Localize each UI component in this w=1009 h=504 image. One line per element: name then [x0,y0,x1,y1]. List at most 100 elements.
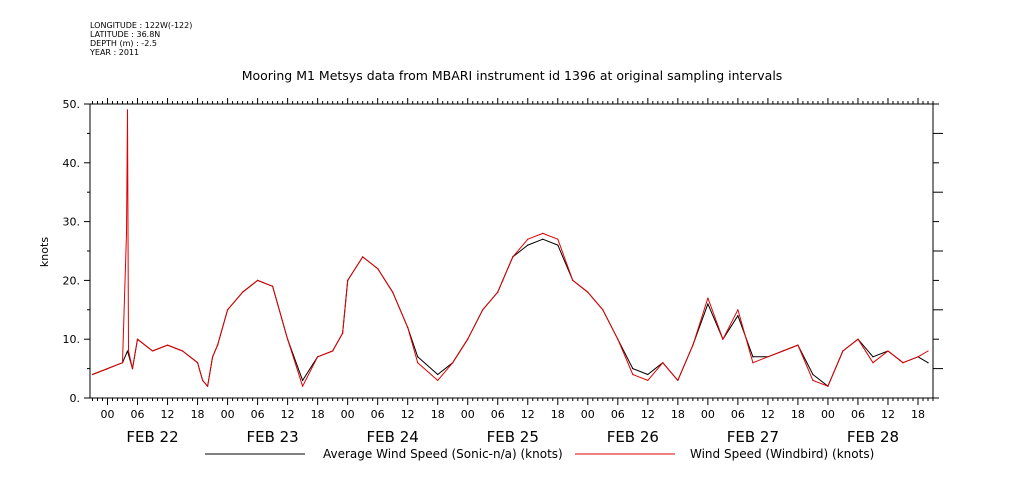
x-tick-label: 18 [551,408,565,421]
data-point-avg [927,362,929,364]
legend: Average Wind Speed (Sonic-n/a) (knots) W… [205,447,874,461]
longitude-label: LONGITUDE : 122W(-122) [90,21,193,30]
x-tick-label: 12 [641,408,655,421]
depth-label: DEPTH (m) : -2.5 [90,39,157,48]
data-point-windbird [767,356,769,358]
data-point-windbird [647,379,649,381]
data-point-avg [437,373,439,376]
x-tick-label: 18 [431,408,445,421]
x-tick-label: 06 [851,408,865,421]
data-point-avg [752,356,754,358]
data-point-windbird [587,291,589,293]
data-point-windbird [166,344,169,346]
data-point-windbird [256,279,259,281]
x-tick-label: 12 [161,408,175,421]
data-point-windbird [362,256,364,258]
data-point-windbird [206,385,209,387]
data-point-windbird [857,338,859,340]
data-point-avg [557,244,559,246]
data-point-windbird [136,338,139,340]
x-date-label: FEB 26 [607,428,659,446]
data-point-windbird [737,309,739,311]
data-point-avg [632,368,634,370]
x-tick-label: 00 [821,408,835,421]
data-point-windbird [527,238,529,240]
data-point-windbird [211,356,214,358]
x-tick-label: 06 [371,408,385,421]
x-tick-label: 18 [191,408,205,421]
data-point-windbird [241,291,244,293]
data-point-avg [707,303,709,305]
x-tick-label: 18 [671,408,685,421]
chart-title: Mooring M1 Metsys data from MBARI instru… [242,68,783,83]
x-date-label: FEB 27 [727,428,779,446]
data-point-windbird [902,362,904,364]
data-point-windbird [827,385,829,387]
data-point-windbird [151,350,154,352]
data-point-avg [542,238,544,240]
y-axis-label: knots [38,237,51,267]
data-point-windbird [392,291,394,293]
data-point-windbird [872,362,874,364]
x-tick-label: 00 [461,408,475,421]
x-tick-label: 18 [791,408,805,421]
x-tick-label: 00 [101,408,115,421]
y-tick-label: 40. [63,157,81,170]
data-point-windbird [417,362,419,364]
data-point-windbird [707,297,709,299]
data-point-windbird [467,338,469,340]
data-point-windbird [272,285,274,287]
x-tick-label: 18 [311,408,325,421]
data-point-windbird [106,368,109,370]
x-tick-label: 06 [731,408,745,421]
data-point-windbird [437,379,439,381]
data-point-windbird [812,379,814,381]
series-line-windbird [92,109,929,387]
data-point-windbird [332,350,334,352]
year-label: YEAR : 2011 [90,48,140,57]
y-tick-label: 10. [63,333,81,346]
x-tick-label: 00 [701,408,715,421]
data-point-windbird [782,350,784,352]
data-point-windbird [752,362,754,364]
y-tick-label: 0. [70,392,81,405]
data-point-avg [812,373,814,376]
data-point-avg [302,379,304,381]
x-tick-label: 00 [221,408,235,421]
latitude-label: LATITUDE : 36.8N [90,30,161,39]
data-point-windbird [121,362,124,364]
data-point-windbird [226,309,229,311]
data-point-windbird [662,362,664,364]
series-line-avg [92,238,929,387]
x-tick-label: 18 [911,408,925,421]
data-point-windbird [512,256,514,258]
data-point-windbird [347,279,349,281]
axes: 0. 10. 20. 30. 40. 50. 00 06 12 18 00 06 12 18 00 06 12 1… [63,98,943,446]
y-tick-label: 50. [63,98,81,111]
data-point-windbird [317,356,319,358]
x-date-label: FEB 22 [126,428,178,446]
data-point-windbird [572,279,574,281]
y-tick-label: 20. [63,274,81,287]
x-tick-label: 00 [581,408,595,421]
data-point-windbird [377,268,379,270]
data-point-windbird [342,332,344,334]
data-point-windbird [452,362,454,364]
legend-label-windbird: Wind Speed (Windbird) (knots) [690,447,874,461]
data-point-windbird [181,350,184,352]
x-date-label: FEB 23 [246,428,298,446]
data-point-windbird [216,344,219,346]
data-point-windbird [722,338,724,340]
data-point-windbird [542,232,544,234]
data-point-windbird [692,344,694,346]
data-point-windbird [91,373,94,376]
data-point-windbird [497,291,499,293]
x-tick-label: 12 [761,408,775,421]
data-point-avg [126,350,129,352]
x-tick-label: 06 [611,408,625,421]
x-tick-label: 06 [131,408,145,421]
data-point-windbird [632,373,634,376]
plot-frame [89,103,934,399]
data-point-windbird [196,362,199,364]
data-point-avg [527,244,529,246]
